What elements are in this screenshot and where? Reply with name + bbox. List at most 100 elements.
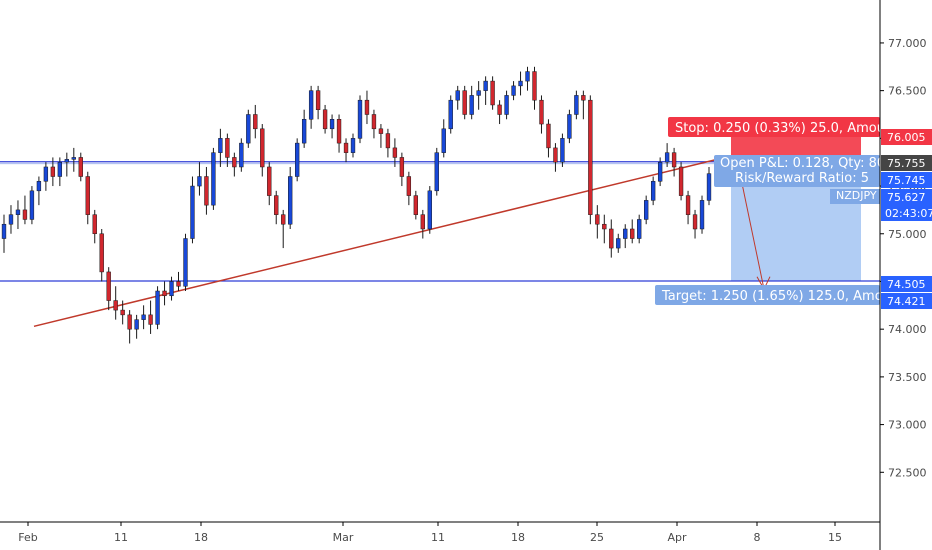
candle: [406, 171, 412, 206]
price-tag-target2: 74.421: [881, 293, 932, 309]
candle: [350, 133, 356, 158]
candle-up: [427, 190, 432, 230]
x-axis[interactable]: Feb 11 18 Mar 11 18 25 Apr 8 15: [18, 522, 842, 544]
candle-up: [644, 200, 649, 220]
candle: [29, 186, 35, 225]
candle-down: [671, 152, 677, 168]
candle-down: [371, 114, 377, 130]
candle: [301, 109, 307, 148]
candle: [539, 95, 544, 134]
countdown-label: 02:43:07: [885, 207, 932, 220]
candle: [127, 310, 132, 344]
candle: [364, 90, 370, 125]
candle: [294, 138, 300, 182]
stop-label-box: [668, 117, 880, 137]
candle: [357, 95, 363, 144]
candle-down: [385, 133, 391, 149]
y-tick-label: 75.000: [888, 228, 927, 241]
price-tag-box: [881, 129, 932, 145]
candle-up: [190, 185, 195, 239]
candle: [315, 85, 321, 120]
candle: [609, 219, 614, 258]
candle: [99, 228, 104, 282]
candle: [630, 219, 635, 244]
symbol-tag-box: [830, 189, 880, 204]
candle-up: [183, 238, 188, 287]
candle: [616, 233, 621, 253]
candle-up: [301, 119, 307, 144]
candle-up: [469, 95, 474, 115]
candle-up: [134, 319, 139, 330]
candle: [511, 81, 516, 101]
candle: [322, 104, 328, 134]
candle: [22, 195, 28, 225]
candle: [371, 109, 377, 139]
candle: [434, 147, 439, 196]
candle-up: [141, 314, 146, 320]
trendline[interactable]: [33, 158, 718, 328]
candle-down: [490, 80, 495, 106]
y-axis[interactable]: 77.00076.50076.00075.50075.00074.50074.0…: [880, 37, 927, 479]
candle-up: [239, 142, 244, 168]
x-tick-label: Mar: [333, 531, 354, 544]
candle: [190, 176, 195, 244]
candle: [588, 95, 593, 225]
candle: [420, 209, 425, 239]
price-tag-entry: 75.755: [881, 155, 932, 171]
candle-up: [29, 190, 35, 220]
candle-up: [434, 152, 439, 192]
price-tag-box: [881, 189, 932, 205]
candle-up: [357, 99, 363, 139]
candle-down: [462, 90, 467, 115]
candle: [602, 214, 607, 244]
candle: [699, 195, 705, 234]
y-tick-label: 72.500: [888, 466, 927, 479]
candle: [232, 152, 237, 177]
candle-down: [127, 314, 132, 330]
candles-layer: [1, 66, 712, 344]
candle-down: [378, 128, 384, 134]
candle-up: [294, 142, 300, 177]
candle: [106, 267, 111, 311]
candle: [148, 300, 153, 334]
candle: [413, 190, 419, 220]
candle: [343, 138, 349, 163]
x-tick-label: Feb: [18, 531, 37, 544]
candle-up: [1, 223, 7, 239]
candle: [64, 152, 69, 177]
x-tick-label: 25: [590, 531, 604, 544]
candle-up: [36, 181, 42, 192]
candle: [441, 119, 446, 158]
pnl-label-box: [714, 155, 880, 187]
candle: [57, 157, 63, 187]
candle-down: [204, 176, 209, 206]
rr-label: Risk/Reward Ratio: 5: [735, 171, 869, 186]
candle-up: [441, 128, 446, 153]
candle-down: [630, 228, 635, 239]
candle-up: [699, 200, 705, 230]
candle-up: [664, 152, 670, 163]
candle: [218, 128, 223, 167]
candle: [1, 214, 7, 253]
candle: [120, 300, 125, 325]
candle-down: [113, 300, 118, 311]
candle: [239, 138, 244, 172]
candle: [225, 133, 230, 167]
candle-down: [274, 195, 279, 215]
target-label-box: [655, 285, 880, 305]
candle: [644, 195, 649, 225]
price-tag-label: 74.421: [887, 295, 926, 308]
position-labels: Stop: 0.250 (0.33%) 25.0, Amou Open P&L:…: [655, 117, 891, 305]
candle: [525, 66, 530, 91]
candle-up: [155, 290, 160, 325]
candle: [253, 104, 258, 139]
candle-down: [260, 128, 265, 168]
candle: [518, 71, 523, 96]
candle-down: [497, 104, 502, 115]
candle: [134, 314, 139, 339]
price-tag-label: 76.005: [887, 131, 926, 144]
candle-up: [650, 181, 656, 201]
candle: [8, 205, 14, 234]
